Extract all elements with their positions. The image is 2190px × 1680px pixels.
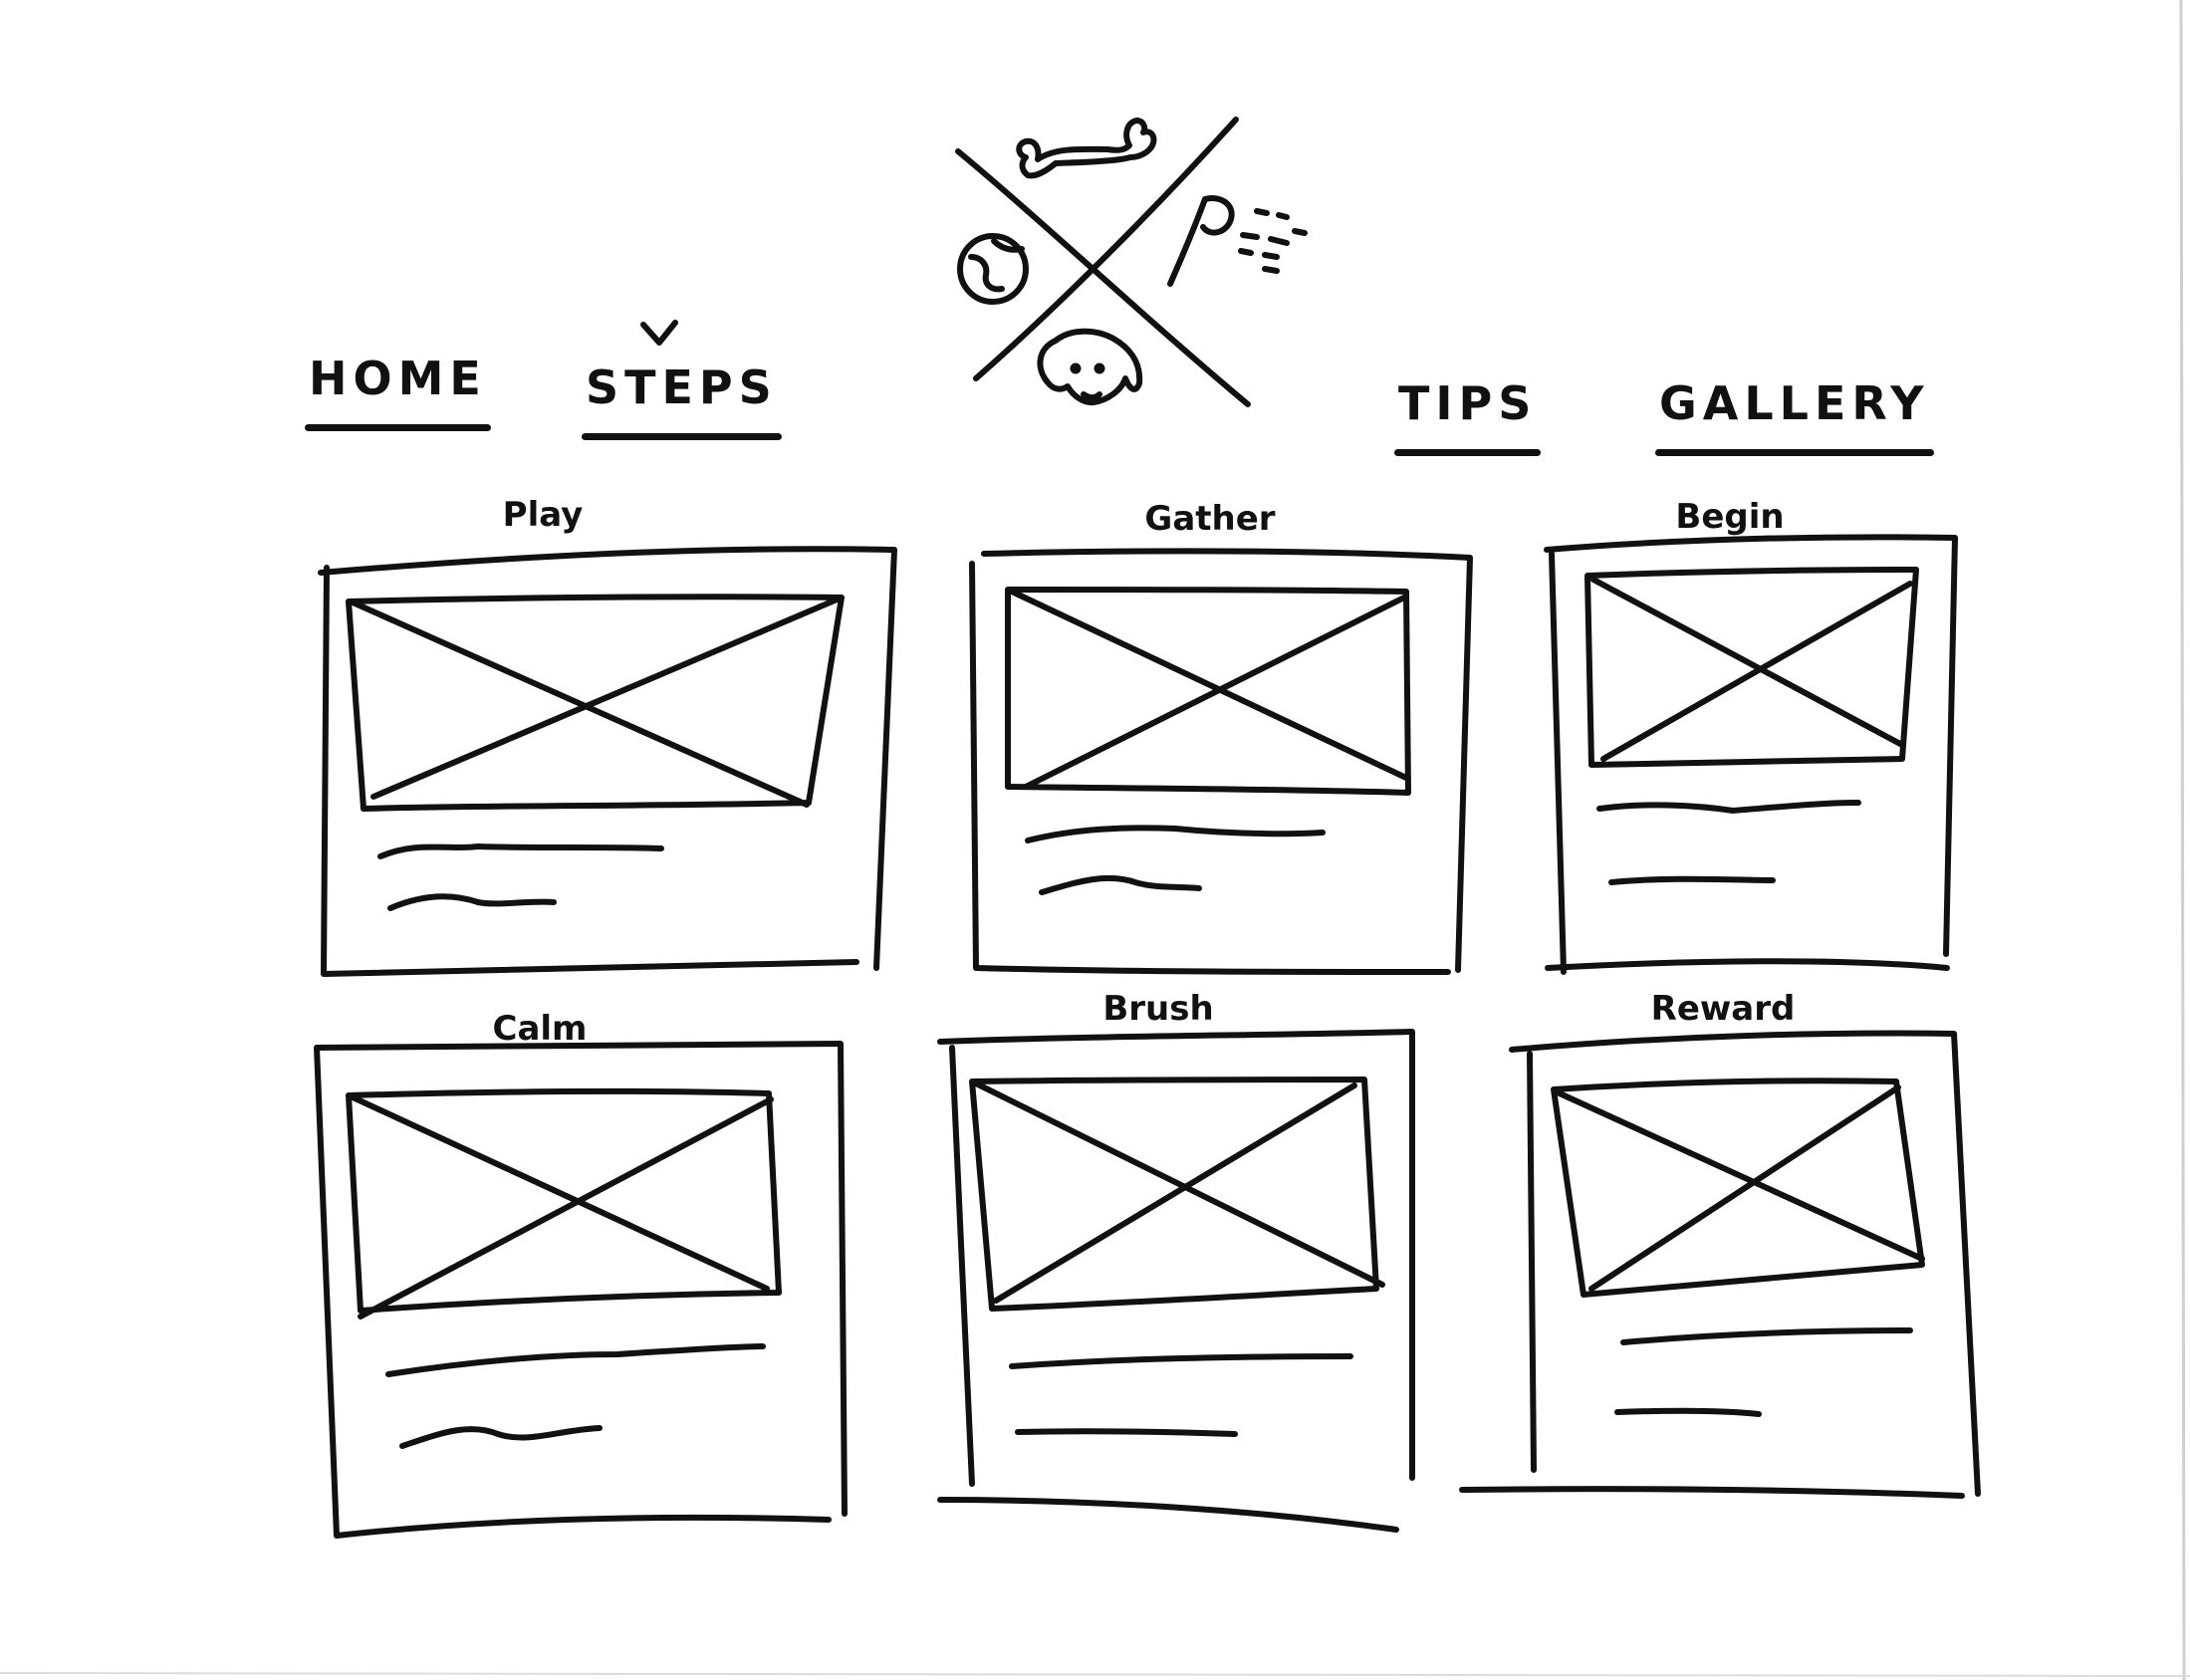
nav-gallery-label: GALLERY (1659, 376, 1930, 430)
text-line (1608, 875, 1776, 885)
ball-icon (957, 233, 1029, 305)
text-line (399, 1425, 603, 1449)
card-play-frame (318, 546, 897, 977)
card-title-brush: Brush (1102, 989, 1214, 1029)
card-gather-frame (969, 548, 1473, 975)
nav-tips-underline (1394, 449, 1542, 456)
text-line (1596, 800, 1861, 814)
logo-cross-line-b (973, 117, 1239, 381)
image-placeholder-icon (1584, 567, 1919, 768)
text-line (1009, 1353, 1353, 1369)
text-line (387, 893, 557, 911)
spray-bottle-icon (1167, 195, 1308, 287)
text-line (1620, 1327, 1913, 1345)
text-line (1614, 1407, 1762, 1417)
card-begin-frame (1544, 534, 1958, 975)
text-line (1039, 874, 1202, 895)
nav-gallery[interactable]: GALLERY (1655, 380, 1934, 456)
text-line (377, 843, 664, 859)
check-icon (640, 320, 678, 346)
text-line (1015, 1428, 1238, 1437)
text-line (1025, 825, 1326, 843)
nav-home-label: HOME (309, 352, 487, 405)
card-title-gather: Gather (1144, 499, 1276, 539)
logo-link[interactable] (951, 108, 1320, 416)
nav-tips-label: TIPS (1398, 376, 1538, 430)
image-placeholder-icon (346, 594, 845, 812)
card-brush[interactable] (936, 1036, 1415, 1530)
card-reward[interactable] (1511, 1030, 1984, 1498)
nav-tips[interactable]: TIPS (1394, 380, 1542, 456)
card-calm-frame (314, 1041, 848, 1539)
bone-icon (1016, 118, 1157, 179)
nav-home[interactable]: HOME (305, 356, 491, 431)
card-title-reward: Reward (1650, 989, 1796, 1029)
image-placeholder-icon (1005, 587, 1411, 796)
nav-gallery-underline (1655, 449, 1934, 456)
nav-home-underline (305, 424, 491, 431)
nav-steps[interactable]: STEPS (582, 364, 782, 440)
card-brush-frame (937, 1029, 1415, 1533)
image-placeholder-icon (969, 1077, 1385, 1312)
card-title-calm: Calm (492, 1009, 588, 1049)
logo-cross-line-a (955, 148, 1251, 407)
card-calm[interactable] (315, 1044, 845, 1540)
image-placeholder-icon (1551, 1078, 1925, 1298)
dog-face-icon (1037, 328, 1143, 406)
nav-steps-underline (582, 433, 782, 440)
nav-steps-label: STEPS (586, 360, 778, 414)
logo (955, 117, 1308, 407)
image-placeholder-icon (346, 1087, 782, 1320)
text-line (385, 1343, 766, 1377)
card-gather[interactable] (968, 554, 1471, 972)
card-play[interactable] (321, 546, 894, 976)
card-begin[interactable] (1547, 536, 1955, 974)
card-title-play: Play (502, 495, 584, 535)
card-reward-frame (1459, 1030, 1981, 1499)
card-title-begin: Begin (1675, 497, 1785, 537)
